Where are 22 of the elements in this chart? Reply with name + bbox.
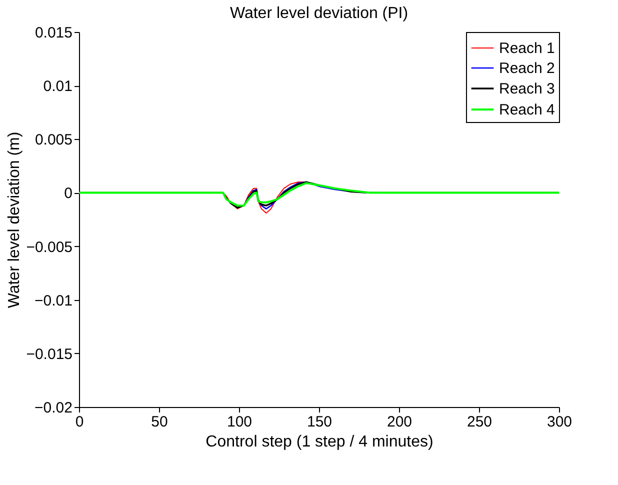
y-tick-label: −0.005 (26, 238, 72, 256)
x-tick-label: 200 (386, 414, 412, 430)
y-tick-label: 0 (64, 185, 72, 202)
x-tick-label: 250 (466, 414, 492, 430)
x-axis-title: Control step (1 step / 4 minutes) (206, 434, 434, 450)
y-tick-label: −0.02 (34, 400, 72, 416)
y-axis-title: Water level deviation (m) (6, 132, 24, 308)
x-tick-label: 100 (226, 414, 252, 430)
chart-title: Water level deviation (PI) (230, 5, 408, 22)
y-tick-label: 0.015 (34, 24, 72, 42)
legend-label: Reach 2 (499, 60, 555, 77)
y-tick-label: 0.01 (43, 78, 72, 96)
y-tick-label: 0.005 (34, 132, 72, 149)
x-tick-label: 0 (75, 414, 84, 430)
legend-label: Reach 3 (499, 80, 555, 98)
y-tick-label: −0.015 (26, 346, 72, 363)
legend-label: Reach 1 (499, 40, 555, 57)
x-tick-label: 50 (151, 414, 168, 430)
x-tick-label: 300 (546, 414, 572, 430)
x-tick-label: 150 (306, 414, 332, 430)
y-tick-label: −0.01 (34, 292, 72, 310)
legend-label: Reach 4 (499, 102, 555, 118)
